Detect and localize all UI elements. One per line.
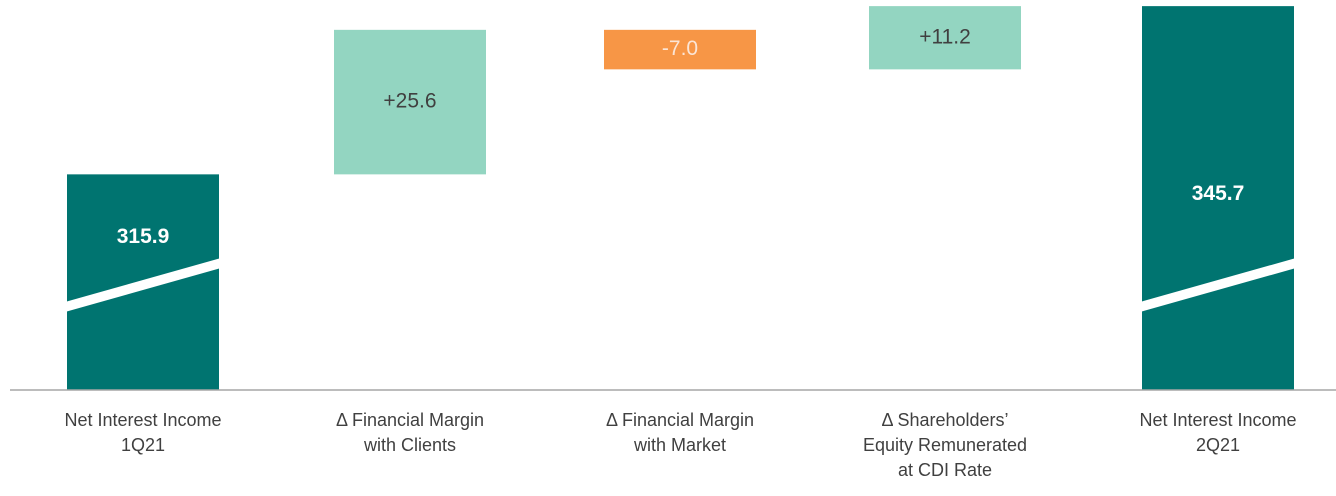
- x-tick-label: Net Interest Income 2Q21: [1139, 410, 1297, 455]
- x-tick-label: Net Interest Income 1Q21: [64, 410, 222, 455]
- x-tick-label: Δ Shareholders’ Equity Remunerated at CD…: [862, 410, 1028, 480]
- value-label: +25.6: [383, 90, 436, 113]
- chart: 315.9 +25.6 -7.0 +11.2 345.7: [10, 6, 1336, 391]
- axis-break: [65, 258, 221, 312]
- value-label: 315.9: [117, 225, 170, 248]
- value-label: -7.0: [662, 37, 698, 60]
- bar: [604, 29, 756, 70]
- bar: [1142, 6, 1294, 391]
- axis-break: [1140, 258, 1296, 312]
- x-tick-label: Δ Financial Margin with Clients: [335, 410, 485, 455]
- value-label: +11.2: [919, 25, 971, 48]
- bar: [334, 29, 486, 175]
- value-label: 345.7: [1192, 182, 1245, 205]
- bar: [869, 6, 1021, 70]
- x-tick-label: Δ Financial Margin with Market: [605, 410, 755, 455]
